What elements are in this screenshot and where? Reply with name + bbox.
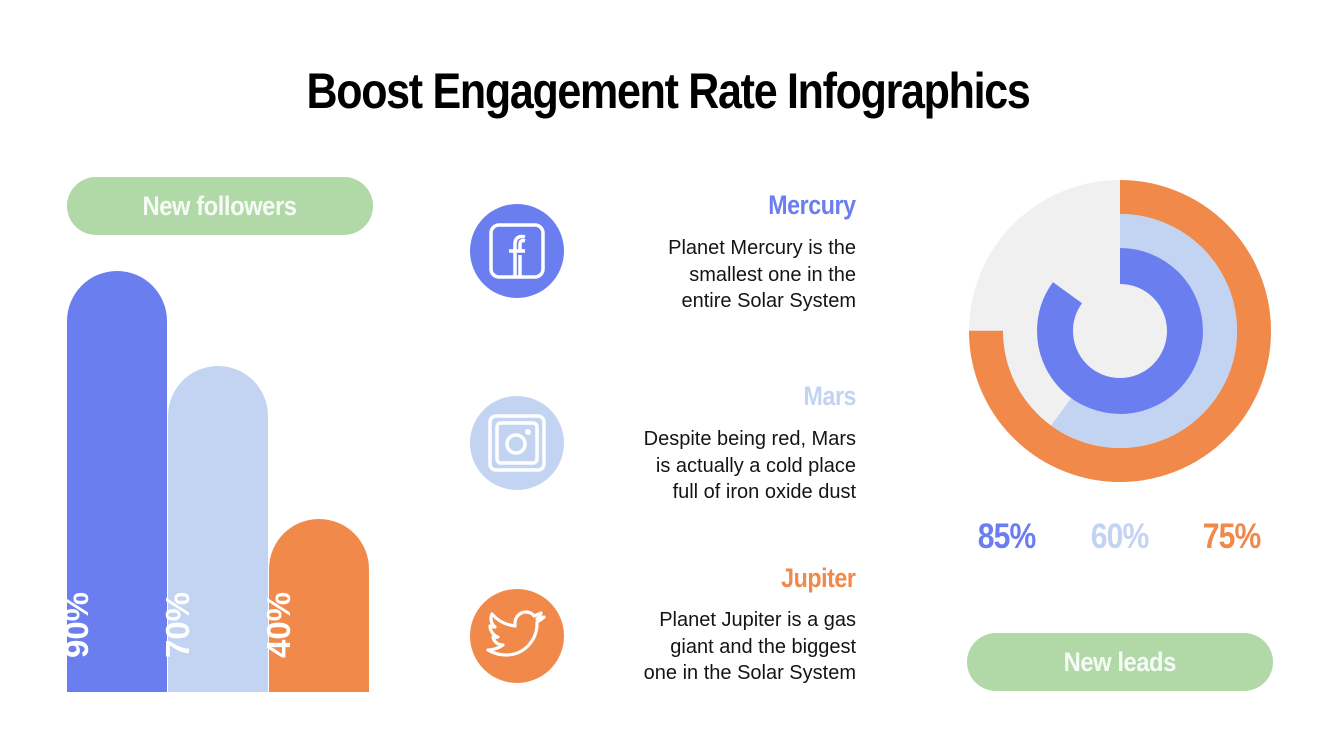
ring-orange-75 (969, 180, 1271, 482)
facebook-circle (470, 204, 564, 298)
mercury-description: Planet Mercury is the smallest one in th… (668, 237, 856, 312)
facebook-icon (489, 223, 545, 279)
mars-description: Despite being red, Mars is actually a co… (643, 428, 856, 503)
pct-75: 75% (1203, 517, 1262, 556)
bar-70: 70% (159, 366, 268, 692)
mercury-heading: Mercury (768, 190, 857, 220)
jupiter-heading: Jupiter (781, 563, 857, 593)
bar-40: 40% (260, 519, 369, 692)
bar-90: 90% (58, 271, 167, 692)
ring-blue-85 (1037, 248, 1203, 414)
twitter-circle (470, 589, 564, 683)
pct-60: 60% (1091, 517, 1150, 556)
bar-value-label: 90% (58, 591, 95, 659)
pct-85: 85% (978, 517, 1037, 556)
new-followers-label: New followers (142, 190, 298, 221)
twitter-icon (486, 610, 546, 657)
new-leads-pill: New leads (967, 633, 1273, 691)
mars-heading: Mars (803, 381, 857, 411)
new-leads-label: New leads (1063, 646, 1177, 677)
instagram-icon (488, 414, 546, 472)
bar-value-label: 40% (260, 591, 297, 659)
ring-lightblue-60 (1003, 214, 1237, 448)
instagram-circle (470, 396, 564, 490)
new-followers-pill: New followers (67, 177, 373, 235)
jupiter-description: Planet Jupiter is a gas giant and the bi… (643, 609, 856, 684)
bar-value-label: 70% (159, 591, 196, 659)
leads-radial-chart (969, 180, 1271, 482)
page-title: Boost Engagement Rate Infographics (306, 63, 1030, 119)
